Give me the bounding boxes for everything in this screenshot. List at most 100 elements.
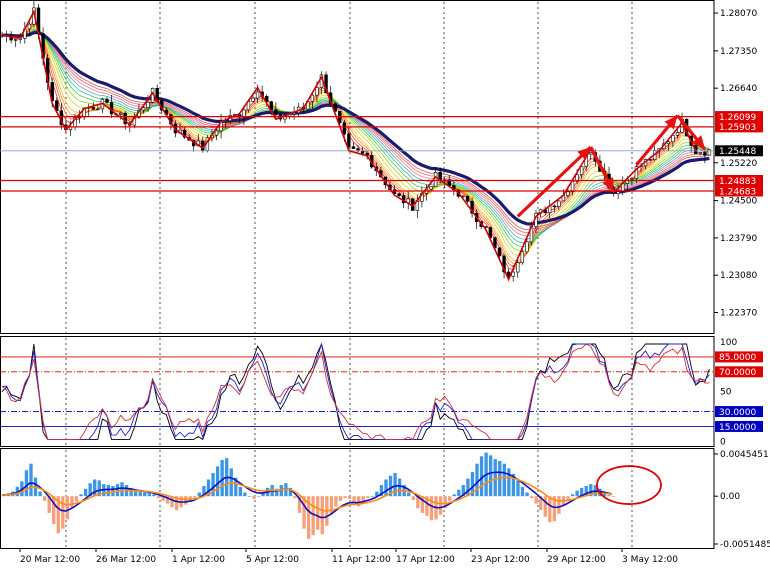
candle-body [525,241,529,253]
macd-bar [334,496,338,507]
candle-body [91,107,95,110]
current-price-label: 1.25448 [719,147,756,157]
macd-bar [525,492,529,497]
macd-bar [534,496,538,504]
macd-bar [79,494,83,497]
macd-bar [156,496,161,499]
oscillator-pane[interactable]: 100 85.0000 70.0000 50 30.0000 15.0000 0 [0,338,763,447]
macd-bar [165,496,170,504]
time-axis: 20 Mar 12:00 26 Mar 12:00 1 Apr 12:00 5 Apr… [19,548,678,565]
candle-body [589,152,593,155]
candle-body [96,108,100,111]
time-tick-label: 29 Apr 12:00 [547,555,606,565]
arrow-head [602,177,614,192]
macd-bar [338,496,343,501]
macd-bar [74,496,79,502]
macd-bar [511,473,516,497]
macd-bar [457,489,461,497]
candle-body [675,132,680,136]
macd-bar [302,496,306,529]
macd-bar [438,496,443,515]
time-tick-label: 3 May 12:00 [622,555,678,565]
macd-bar [357,496,361,507]
macd-bar [70,496,74,508]
zigzag-path [1,9,697,282]
candle-body [470,200,474,214]
macd-bar [543,496,547,517]
macd-tick-label: -0.0051485 [720,540,770,550]
candle-body [575,174,579,182]
macd-bar [83,488,88,497]
macd-bar [479,456,484,497]
ribbon-ma [2,24,710,262]
macd-bar [416,496,420,509]
candles [0,0,712,282]
macd-bar [493,459,497,497]
price-tick-label: 1.22370 [720,309,757,319]
candle-body [429,186,433,190]
macd-bar [306,496,311,539]
macd-bar [88,483,92,497]
candle-body [698,152,703,154]
macd-pane[interactable]: 0.0045451 0.00 -0.0051485 [1,450,770,550]
candle-body [255,91,260,99]
price-pane[interactable]: 1.28070 1.27350 1.26640 1.25220 1.24500 1.237… [0,0,763,333]
macd-bar [247,496,252,497]
macd-bar [52,496,56,525]
ribbon-ma [2,28,710,252]
arrow-annotations[interactable] [516,114,707,218]
ribbon-ma [2,22,710,265]
pane-frame-1 [0,336,715,447]
macd-bar [393,472,397,497]
osc-grid [65,338,633,446]
price-axis: 1.28070 1.27350 1.26640 1.25220 1.24500 1.237… [714,9,763,319]
ma-ribbon [2,17,710,271]
macd-bar [443,496,447,509]
osc-levels [0,356,714,427]
level-box [715,185,763,197]
macd-bar [470,472,475,497]
candle-body [579,166,584,176]
osc-lines [1,342,710,441]
candle-body [707,149,712,156]
macd-bar [161,496,165,501]
level-box-label: 1.24883 [719,177,756,187]
candle-body [634,166,639,179]
macd-bar [548,496,552,523]
macd-bar [202,485,206,497]
macd-bar [529,496,534,499]
macd-bar [488,455,493,497]
price-grid [65,2,633,333]
level-box-label: 1.26099 [719,113,756,123]
macd-bar [143,491,147,497]
candle-body [566,191,570,196]
macd-axis: 0.0045451 0.00 -0.0051485 [714,450,770,550]
level-box-label: 1.24683 [719,187,756,197]
candle-body [310,94,315,102]
macd-bar [152,494,156,497]
ellipse-annotation[interactable] [596,465,662,505]
macd-bar [252,496,256,499]
macd-bar [589,484,593,497]
candle-body [9,34,13,41]
macd-bar [370,496,375,497]
time-tick-label: 26 Mar 12:00 [96,555,156,565]
zigzag-line [1,9,697,282]
ribbon-ma [2,31,710,234]
macd-tick-label: 0.0045451 [720,450,769,460]
price-tick-label: 1.23790 [720,234,757,244]
candle-body [274,109,278,116]
pane-frame-0 [0,0,715,334]
candle-body [109,102,114,115]
candle-body [392,189,397,194]
time-tick-label: 20 Mar 12:00 [20,555,80,565]
macd-bar [38,491,42,497]
candle-body [397,193,401,197]
candle-body [182,129,187,138]
macd-bar [170,496,174,508]
macd-bar [539,496,543,511]
candle-body [342,122,347,135]
osc-level-box [715,420,763,432]
osc-level-box [715,406,763,418]
